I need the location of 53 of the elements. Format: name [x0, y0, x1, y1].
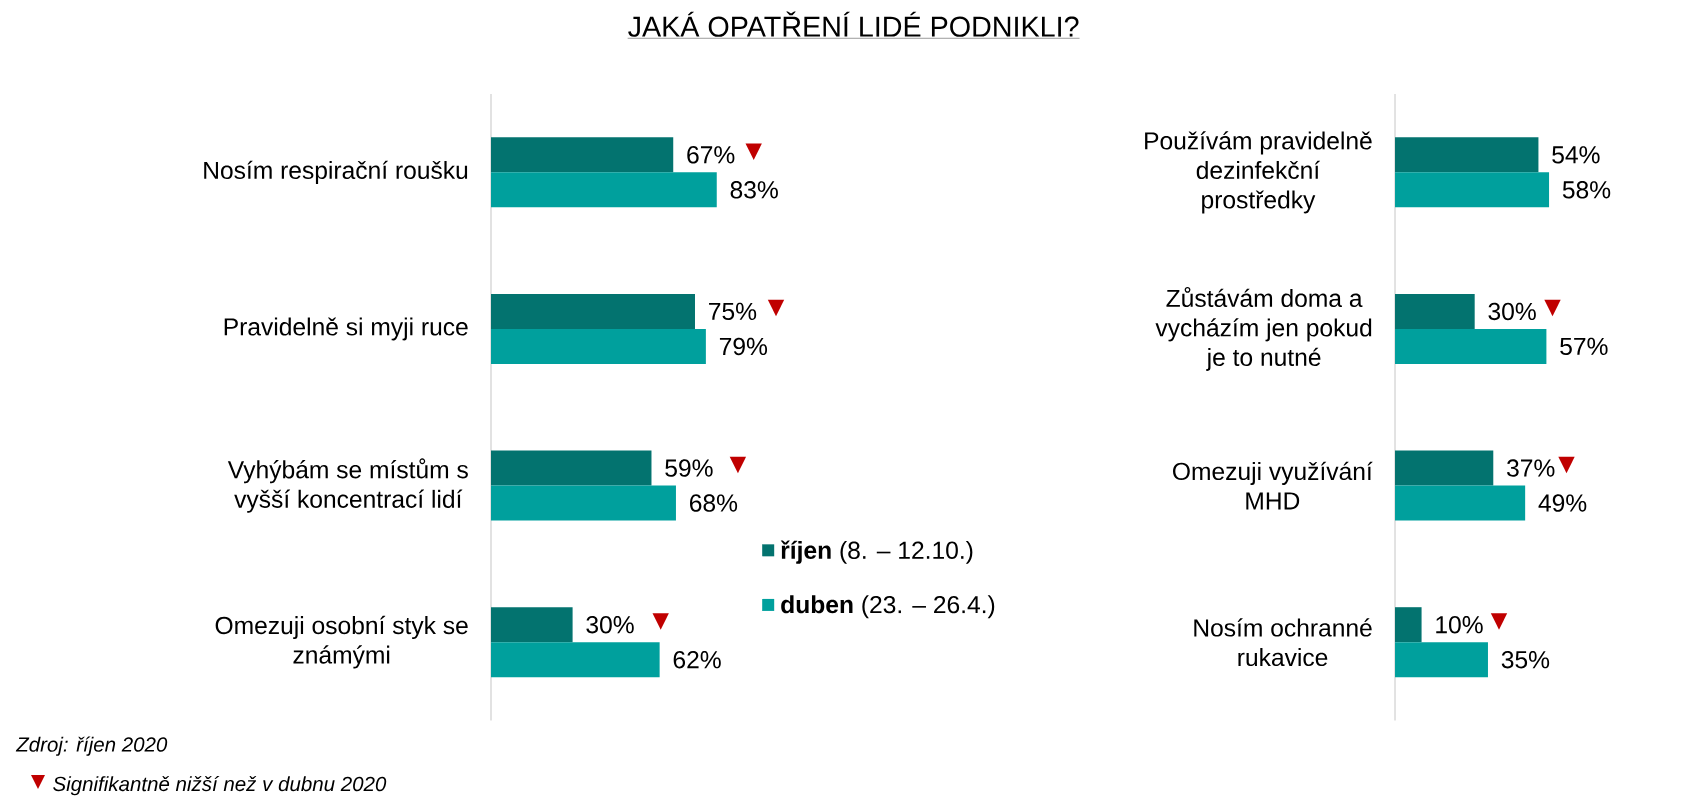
y-tick-label: Pravidelně si myji ruce: [224, 317, 468, 341]
bar: [491, 137, 674, 173]
annotation: ▼: [652, 613, 669, 630]
legend-label: duben (23. – 26.4.): [781, 595, 995, 619]
bar: [1395, 328, 1547, 364]
bar: [1395, 450, 1494, 486]
data-label: 62%: [673, 650, 721, 669]
bar: [491, 172, 717, 208]
bar: [491, 485, 676, 521]
y-tick-label: Nosím ochranné rukavice: [1194, 618, 1372, 667]
text: ▼: [729, 456, 747, 474]
data-label: 49%: [1538, 494, 1587, 512]
y-tick-label: Používám pravidelně dezinfekční prostředky: [1145, 131, 1372, 214]
data-label: 68%: [690, 494, 738, 512]
bar: [1395, 607, 1422, 643]
bar: [1395, 172, 1550, 208]
data-label: 57%: [1560, 337, 1608, 356]
bar: [491, 642, 660, 678]
data-label: 67%: [687, 146, 735, 164]
bar: [1395, 293, 1475, 329]
data-label: 59%: [665, 459, 713, 477]
text: Zdroj: říjen 2020: [15, 736, 168, 756]
data-label: 83%: [730, 181, 778, 199]
data-label: 58%: [1562, 181, 1611, 199]
data-label: 54%: [1552, 146, 1600, 164]
annotation: ▼: [1490, 613, 1508, 630]
text: JAKÁ OPATŘENÍ LIDÉ PODNIKLI?: [628, 11, 1079, 37]
data-label: 75%: [709, 302, 757, 321]
text: ▼: [767, 299, 785, 317]
bar: [491, 328, 706, 364]
bar: [491, 450, 652, 486]
y-tick-label: Omezuji osobní styk se známými: [215, 615, 468, 669]
bar: [1395, 485, 1526, 521]
data-label: 79%: [719, 337, 768, 356]
bar: [491, 293, 695, 329]
y-tick-label: Vyhýbám se místům s vyšší koncentrací lidí: [227, 458, 468, 513]
text: Signifikantně nižší než v dubnu 2020: [53, 775, 387, 796]
bar: [1395, 137, 1539, 173]
text: ▼: [745, 143, 762, 160]
y-tick-label: Nosím respirační roušku: [204, 160, 468, 184]
data-label: 35%: [1501, 650, 1550, 669]
data-label: 37%: [1507, 459, 1555, 477]
annotation: ▼: [1544, 299, 1561, 317]
data-label: 30%: [586, 615, 634, 634]
y-tick-label: Omezuji využívání MHD: [1173, 461, 1373, 510]
text: ▼: [30, 774, 46, 790]
legend-label: říjen (8. – 12.10.): [780, 540, 973, 564]
data-label: 10%: [1436, 615, 1483, 634]
data-label: 30%: [1488, 302, 1536, 321]
bar: [491, 607, 573, 643]
text: ▼: [1558, 456, 1575, 474]
y-tick-label: Zůstávám doma a vycházím jen pokud je to nutné: [1155, 286, 1372, 371]
bar: [1395, 642, 1488, 678]
